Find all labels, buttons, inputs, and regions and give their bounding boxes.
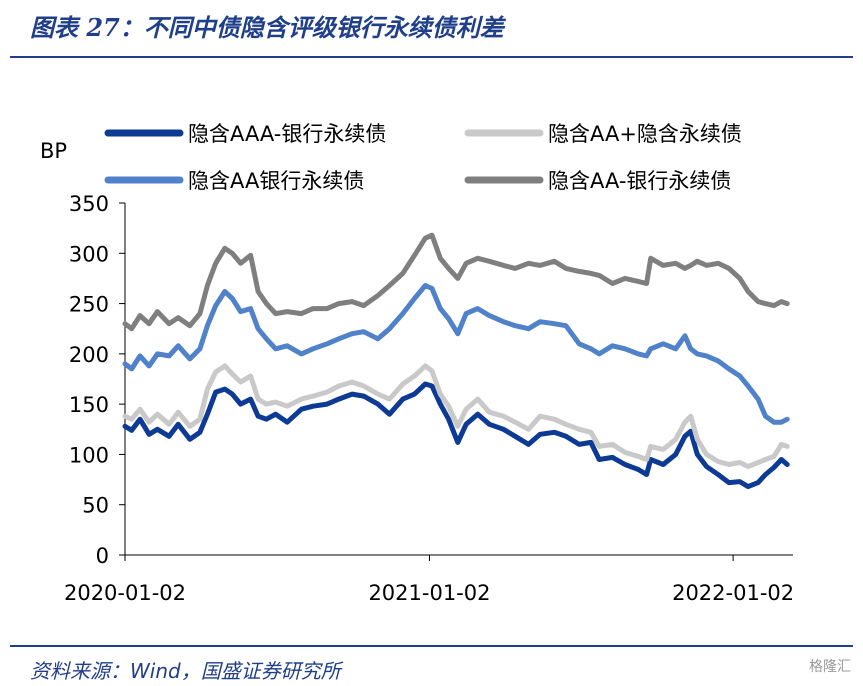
x-tick-label: 2020-01-02 bbox=[64, 581, 186, 605]
legend-label-2: 隐含AA银行永续债 bbox=[188, 169, 364, 193]
y-tick-label: 150 bbox=[69, 393, 109, 417]
footer-rule bbox=[10, 645, 853, 647]
y-tick-label: 350 bbox=[69, 192, 109, 216]
y-tick-label: 0 bbox=[96, 544, 109, 568]
y-tick-label: 200 bbox=[69, 343, 109, 367]
series-layer bbox=[122, 232, 790, 490]
x-tick-label: 2022-01-02 bbox=[672, 581, 794, 605]
series-line-0 bbox=[122, 381, 790, 490]
watermark: 格隆汇 bbox=[809, 659, 851, 675]
y-tick-label: 50 bbox=[82, 494, 109, 518]
header-rule bbox=[10, 56, 853, 58]
legend-label-0: 隐含AAA-银行永续债 bbox=[188, 122, 386, 146]
x-tick-label: 2021-01-02 bbox=[368, 581, 490, 605]
legend-label-1: 隐含AA+隐含永续债 bbox=[548, 122, 742, 146]
legend-label-3: 隐含AA-银行永续债 bbox=[548, 169, 731, 193]
chart-title: 图表 27：不同中债隐含评级银行永续债利差 bbox=[30, 13, 504, 42]
series-line-3 bbox=[122, 232, 790, 332]
source-note: 资料来源：Wind，国盛证券研究所 bbox=[30, 659, 341, 683]
y-tick-label: 300 bbox=[69, 242, 109, 266]
y-axis-label: BP bbox=[40, 139, 67, 163]
axes: 0 50 100 150 200 250 300 350 2020-01-02 2021-01-0… bbox=[64, 192, 794, 605]
y-tick-label: 100 bbox=[69, 443, 109, 467]
series-line-2 bbox=[122, 283, 790, 425]
series-line-1 bbox=[122, 363, 790, 469]
y-tick-label: 250 bbox=[69, 293, 109, 317]
